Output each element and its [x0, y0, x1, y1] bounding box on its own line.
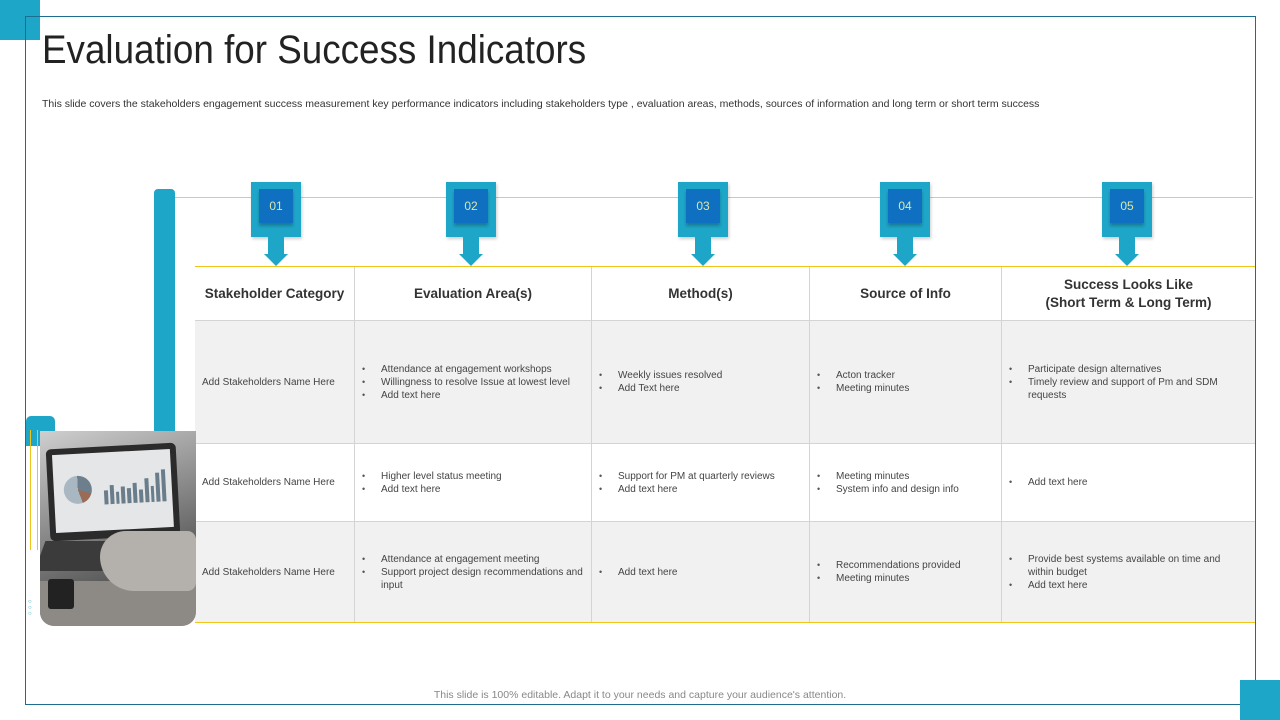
step-marker-5: 05: [1102, 182, 1152, 270]
list-item: Support project design recommendations a…: [362, 566, 584, 592]
laptop-icon: [45, 442, 181, 542]
corner-accent-bottom-right: [1240, 680, 1280, 720]
pie-chart-icon: [63, 475, 93, 505]
source-cell: Meeting minutes System info and design i…: [810, 444, 1002, 521]
step-number: 05: [1110, 189, 1144, 223]
evaluation-areas-cell: Attendance at engagement meeting Support…: [355, 522, 592, 622]
source-cell: Acton tracker Meeting minutes: [810, 321, 1002, 443]
bar-chart-icon: [103, 467, 167, 505]
stakeholder-name: Add Stakeholders Name Here: [195, 522, 355, 622]
list-item: Weekly issues resolved: [599, 369, 722, 382]
slide-frame: [25, 16, 1256, 705]
step-marker-1: 01: [251, 182, 301, 270]
list-item: Higher level status meeting: [362, 470, 502, 483]
methods-cell: Support for PM at quarterly reviews Add …: [592, 444, 810, 521]
vertical-accent-bar: [154, 189, 175, 439]
arrow-down-icon: [268, 237, 284, 254]
list-item: Participate design alternatives: [1009, 363, 1248, 376]
table-row: Add Stakeholders Name Here Attendance at…: [195, 522, 1255, 622]
corner-accent-top-left: [0, 0, 40, 40]
list-item: Timely review and support of Pm and SDM …: [1009, 376, 1248, 402]
laptop-screen: [51, 448, 174, 534]
hands-shape: [100, 531, 196, 591]
list-item: Attendance at engagement meeting: [362, 553, 584, 566]
list-item: Add text here: [1009, 579, 1248, 592]
step-number: 03: [686, 189, 720, 223]
evaluation-areas-cell: Higher level status meeting Add text her…: [355, 444, 592, 521]
table-row: Add Stakeholders Name Here Attendance at…: [195, 321, 1255, 444]
list-item: Meeting minutes: [817, 382, 909, 395]
step-number: 04: [888, 189, 922, 223]
stakeholder-name: Add Stakeholders Name Here: [195, 444, 355, 521]
source-cell: Recommendations provided Meeting minutes: [810, 522, 1002, 622]
photo-block: ○ ○ ○: [26, 416, 198, 628]
list-item: Meeting minutes: [817, 470, 959, 483]
decorative-yellow-lines: [30, 430, 38, 550]
success-cell: Add text here: [1002, 444, 1255, 521]
list-item: Provide best systems available on time a…: [1009, 553, 1248, 579]
step-marker-2: 02: [446, 182, 496, 270]
success-indicators-table: Stakeholder Category Evaluation Area(s) …: [195, 266, 1255, 623]
arrow-head-icon: [893, 254, 917, 266]
arrow-down-icon: [463, 237, 479, 254]
list-item: Add text here: [599, 483, 775, 496]
table-row: Add Stakeholders Name Here Higher level …: [195, 444, 1255, 522]
success-cell: Participate design alternatives Timely r…: [1002, 321, 1255, 443]
header-stakeholder-category: Stakeholder Category: [195, 267, 355, 320]
header-source-of-info: Source of Info: [810, 267, 1002, 320]
arrow-down-icon: [695, 237, 711, 254]
list-item: Recommendations provided: [817, 559, 961, 572]
stakeholder-name: Add Stakeholders Name Here: [195, 321, 355, 443]
header-success-line1: Success Looks Like: [1063, 276, 1194, 292]
arrow-head-icon: [459, 254, 483, 266]
list-item: Add text here: [362, 483, 502, 496]
success-cell: Provide best systems available on time a…: [1002, 522, 1255, 622]
list-item: Willingness to resolve Issue at lowest l…: [362, 376, 570, 389]
slide-subtitle: This slide covers the stakeholders engag…: [42, 98, 1040, 110]
list-item: Add text here: [362, 389, 570, 402]
list-item: Add text here: [599, 566, 677, 579]
arrow-head-icon: [264, 254, 288, 266]
laptop-analytics-photo: [40, 431, 196, 626]
list-item: Acton tracker: [817, 369, 909, 382]
step-number: 01: [259, 189, 293, 223]
step-number: 02: [454, 189, 488, 223]
arrow-head-icon: [691, 254, 715, 266]
list-item: System info and design info: [817, 483, 959, 496]
arrow-down-icon: [1119, 237, 1135, 254]
methods-cell: Weekly issues resolved Add Text here: [592, 321, 810, 443]
table-header-row: Stakeholder Category Evaluation Area(s) …: [195, 267, 1255, 321]
list-item: Attendance at engagement workshops: [362, 363, 570, 376]
list-item: Meeting minutes: [817, 572, 961, 585]
header-success-line2: (Short Term & Long Term): [1045, 294, 1212, 310]
arrow-head-icon: [1115, 254, 1139, 266]
header-success-looks-like: Success Looks Like (Short Term & Long Te…: [1002, 267, 1255, 320]
methods-cell: Add text here: [592, 522, 810, 622]
step-marker-4: 04: [880, 182, 930, 270]
list-item: Add Text here: [599, 382, 722, 395]
list-item: Support for PM at quarterly reviews: [599, 470, 775, 483]
header-methods: Method(s): [592, 267, 810, 320]
slide-title: Evaluation for Success Indicators: [42, 28, 587, 72]
evaluation-areas-cell: Attendance at engagement workshops Willi…: [355, 321, 592, 443]
decorative-circles-icon: ○ ○ ○: [28, 599, 32, 617]
phone-icon: [48, 579, 74, 609]
list-item: Add text here: [1009, 476, 1087, 489]
header-evaluation-areas: Evaluation Area(s): [355, 267, 592, 320]
arrow-down-icon: [897, 237, 913, 254]
slide-footer: This slide is 100% editable. Adapt it to…: [433, 689, 847, 701]
step-marker-3: 03: [678, 182, 728, 270]
